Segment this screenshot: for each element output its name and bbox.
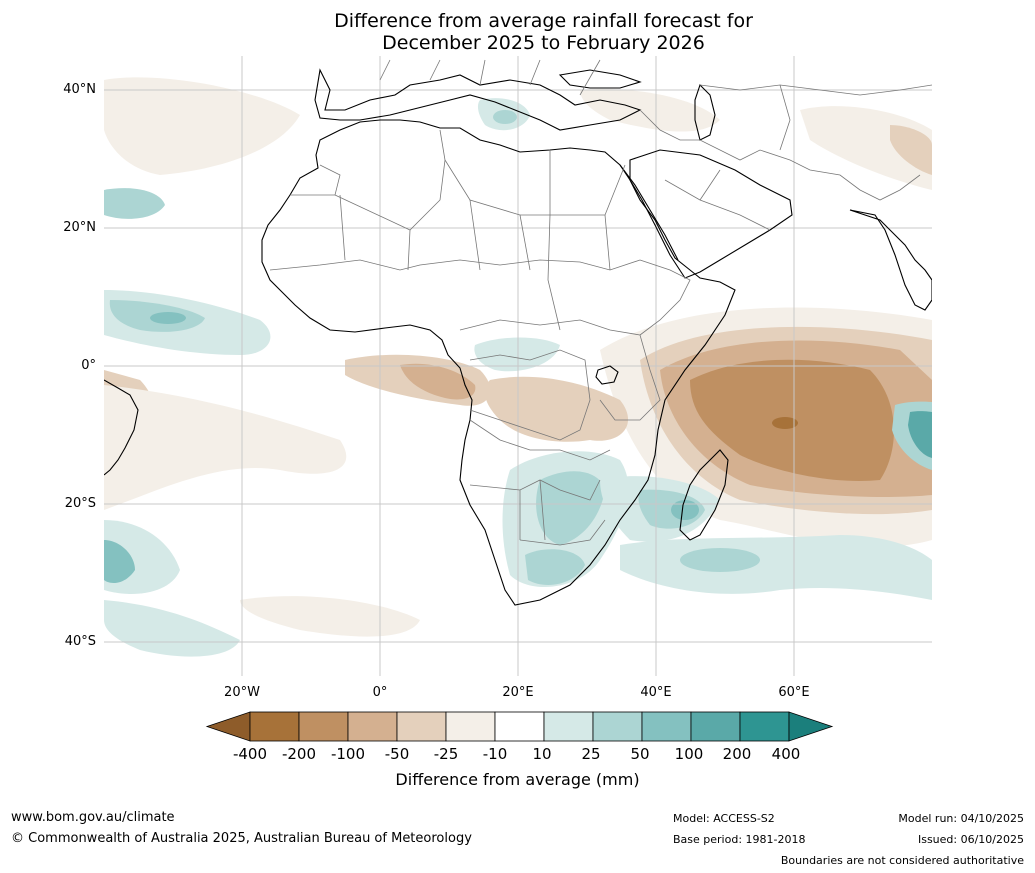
lat-label-20s: 20°S [64,496,96,511]
colorbar-label: 10 [532,745,552,763]
colorbar-label: 25 [581,745,601,763]
border-east-africa [599,334,661,421]
colorbar-label: -400 [232,745,268,763]
colorbar [205,711,834,742]
map-area [104,56,932,676]
border-namibia-botswana [469,479,601,541]
border-sahel [269,259,641,271]
footer-model: Model: ACCESS-S2 [673,812,775,825]
country-borders [269,59,932,546]
colorbar-label: 100 [674,745,704,763]
south-indian-dry-band [240,596,420,637]
southern-africa-wet-anomaly-south [525,549,585,585]
colorbar-segment [739,711,790,742]
colorbar-segment [592,711,643,742]
border-algeria [334,129,446,231]
colorbar-segment [543,711,594,742]
lon-label-60e: 60°E [778,685,810,700]
colorbar-segment [249,711,300,742]
indian-ocean-dry-anomaly-peak [772,417,798,429]
border-middle-east [639,109,921,201]
colorbar-label: -50 [384,745,410,763]
mozambique-channel-wet-anomaly-peak [671,500,699,520]
colorbar-title: Difference from average (mm) [395,770,640,789]
colorbar-label: -10 [482,745,508,763]
lat-label-40n: 40°N [63,82,96,97]
madagascar-coastline [679,449,729,541]
colorbar-segment [494,711,545,742]
lat-label-20n: 20°N [63,220,96,235]
north-atlantic-dry-band [104,77,300,175]
colorbar-label: 200 [722,745,752,763]
black-sea-coastline [558,69,642,89]
title-line-2: December 2025 to February 2026 [382,32,705,54]
graticule [104,56,932,676]
lon-label-40e: 40°E [640,685,672,700]
colorbar-label: -25 [433,745,459,763]
southern-africa-wet-anomaly-core [536,471,605,545]
south-atlantic-dry-band [104,385,347,510]
dry-anomalies [104,77,932,637]
tropical-atlantic-wet-anomaly-core [150,312,186,324]
coastlines [104,68,932,606]
lat-label-0: 0° [81,358,96,373]
footer-copyright: © Commonwealth of Australia 2025, Austra… [11,831,472,846]
border-central-asia [699,84,932,151]
colorbar-label: -200 [281,745,317,763]
red-sea-coastline [619,164,679,261]
footer-website[interactable]: www.bom.gov.au/climate [11,810,175,825]
colorbar-segment [641,711,692,742]
footer-base-period: Base period: 1981-2018 [673,833,806,846]
arabia-coastline [629,149,793,279]
india-coastline [849,209,932,311]
border-south-africa [519,519,606,546]
lon-label-0: 0° [372,685,388,700]
south-atlantic-wet-anomaly-core [104,540,135,583]
footer-model-run: Model run: 04/10/2025 [898,812,1024,825]
colorbar-label: 50 [630,745,650,763]
chart-title: Difference from average rainfall forecas… [0,10,1035,54]
central-africa-wet-anomaly [474,337,560,372]
asia-dry-core [890,125,932,175]
mediterranean-wet-anomaly-core [493,110,517,124]
africa-coastline [261,119,736,606]
border-arabia [664,169,771,231]
border-drc [469,349,591,441]
lake-victoria-coastline [595,365,619,385]
footer-disclaimer: Boundaries are not considered authoritat… [780,854,1024,867]
title-line-1: Difference from average rainfall forecas… [334,10,753,32]
border-west-sahara [290,164,341,196]
lon-label-20w: 20°W [224,685,260,700]
border-europe [379,59,601,96]
lat-label-40s: 40°S [64,634,96,649]
border-horn-of-africa [639,259,691,336]
colorbar-segment [445,711,496,742]
north-atlantic-wet-anomaly [104,188,165,219]
colorbar-segment [347,711,398,742]
colorbar-segment [690,711,741,742]
footer-issued: Issued: 06/10/2025 [917,833,1024,846]
border-chad-sudan [547,214,611,331]
colorbar-label: -100 [330,745,366,763]
border-central-africa [459,319,641,336]
border-angola-zambia [469,419,611,461]
south-indian-wet-core [680,548,760,572]
gulf-of-guinea-dry-anomaly-core [400,363,476,400]
colorbar-low-extension [205,711,251,742]
colorbar-segment [396,711,447,742]
border-mali-niger [339,194,531,271]
east-indian-ocean-wet-anomaly-core [908,411,932,458]
lon-label-20e: 20°E [502,685,534,700]
colorbar-label: 400 [771,745,801,763]
central-africa-dry-anomaly [484,376,629,442]
south-america-coastline [104,379,139,476]
colorbar-high-extension [788,711,834,742]
caspian-coastline [694,83,716,141]
colorbar-segment [298,711,349,742]
